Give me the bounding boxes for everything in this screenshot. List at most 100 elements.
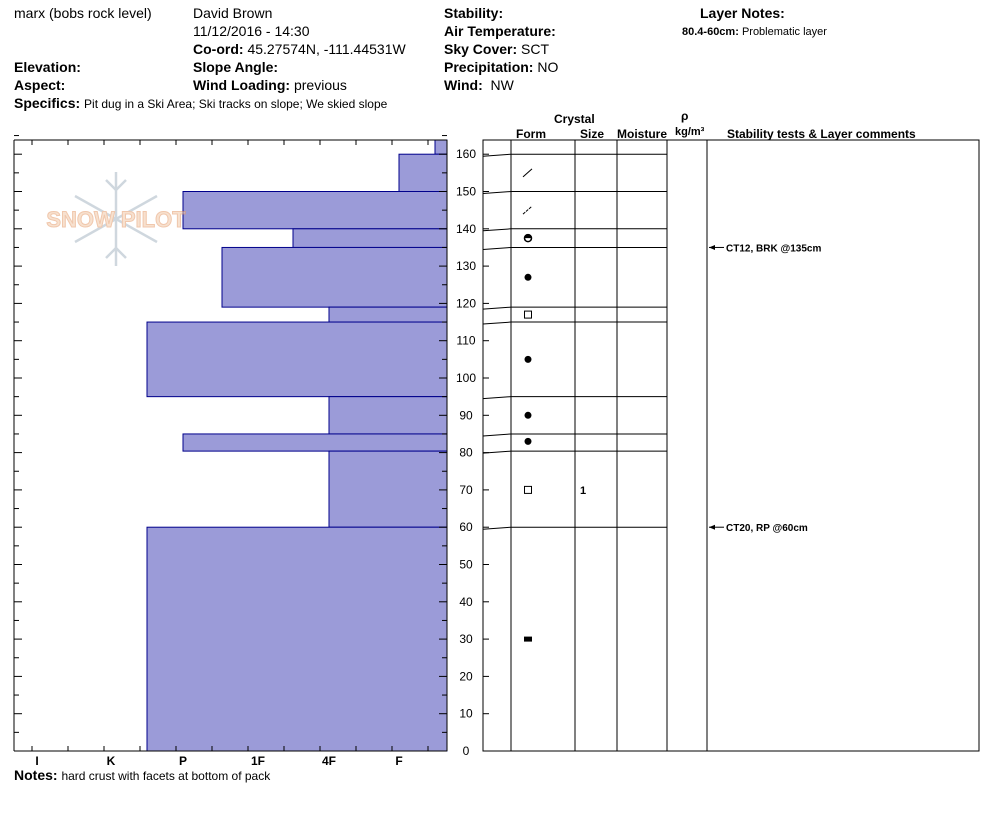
height-tick-label: 80 <box>459 446 473 460</box>
height-tick-label: 100 <box>456 371 476 385</box>
layer-notes-label: Layer Notes: <box>700 5 785 21</box>
hardness-bar <box>328 396 448 435</box>
height-tick-label: 40 <box>459 595 473 609</box>
observer-name: David Brown <box>193 5 273 21</box>
wind: Wind: NW <box>444 77 514 93</box>
coord-label: Co-ord: <box>193 41 244 57</box>
height-tick-label: 120 <box>456 296 476 310</box>
stability-test-label: CT12, BRK @135cm <box>726 243 821 254</box>
crystal-form-symbol <box>524 273 532 281</box>
layer-boundary-connector <box>482 396 512 400</box>
stability-label: Stability: <box>444 5 504 21</box>
hardness-bar <box>434 139 448 155</box>
layer-boundary-connector <box>482 153 512 157</box>
height-tick-label: 70 <box>459 483 473 497</box>
hardness-bar <box>221 246 448 308</box>
height-tick-label: 160 <box>456 147 476 161</box>
crystal-form-symbol <box>524 485 532 494</box>
precipitation-value: NO <box>537 59 559 75</box>
hardness-bar <box>328 450 448 528</box>
aspect-label: Aspect: <box>14 77 66 93</box>
specifics: Specifics: Pit dug in a Ski Area; Ski tr… <box>14 95 387 112</box>
notes: Notes: hard crust with facets at bottom … <box>14 767 270 784</box>
elevation-label: Elevation: <box>14 59 81 75</box>
snow-pilot-logo: SNOW PILOT <box>46 172 187 266</box>
sky-cover: Sky Cover: SCT <box>444 41 549 57</box>
height-tick-label: 10 <box>459 707 473 721</box>
hardness-bar <box>292 228 448 248</box>
slope-angle-label: Slope Angle: <box>193 59 279 75</box>
height-tick-label: 30 <box>459 632 473 646</box>
layer-boundary-connector <box>482 433 512 437</box>
coord-value: 45.27574N, -111.44531W <box>247 41 406 57</box>
layer-boundary-connector <box>482 246 512 250</box>
height-tick-label: 20 <box>459 669 473 683</box>
height-tick-label: 140 <box>456 222 476 236</box>
crystal-header: Crystal <box>554 112 595 126</box>
form-header: Form <box>516 127 546 141</box>
height-tick-label: 110 <box>456 334 475 348</box>
precipitation-label: Precipitation: <box>444 59 534 75</box>
layer-note-range: 80.4-60cm: <box>682 26 739 38</box>
wind-label: Wind: <box>444 77 483 93</box>
crystal-form-symbol <box>524 437 532 445</box>
hardness-tick-label: F <box>395 754 402 768</box>
layer-boundary-connector <box>482 526 512 530</box>
crystal-form-symbol <box>522 205 533 215</box>
height-tick-label: 0 <box>463 744 470 758</box>
height-tick-label: 130 <box>456 259 476 273</box>
precipitation: Precipitation: NO <box>444 59 558 75</box>
stability-test-arrowhead <box>709 244 715 250</box>
stability-test-label: CT20, RP @60cm <box>726 523 808 534</box>
hardness-tick-label: K <box>107 754 116 768</box>
notes-value: hard crust with facets at bottom of pack <box>61 769 271 783</box>
snowflake-icon <box>74 172 158 266</box>
specifics-value: Pit dug in a Ski Area; Ski tracks on slo… <box>84 97 388 111</box>
rho-header: ρ <box>681 109 689 123</box>
hardness-bar <box>146 526 448 752</box>
layer-boundary-connector <box>482 450 512 454</box>
crystal-form-symbol <box>522 168 533 178</box>
height-tick-label: 150 <box>456 185 476 199</box>
crystal-form-symbol <box>524 636 532 642</box>
coordinates: Co-ord: 45.27574N, -111.44531W <box>193 41 406 57</box>
height-tick-label: 60 <box>459 520 473 534</box>
sky-cover-value: SCT <box>521 41 550 57</box>
hardness-bar <box>182 433 448 452</box>
stability-tests-header: Stability tests & Layer comments <box>727 127 916 141</box>
layer-boundary-connector <box>482 306 512 310</box>
notes-label: Notes: <box>14 767 58 783</box>
hardness-bar <box>182 191 448 230</box>
layer-note: 80.4-60cm: Problematic layer <box>682 24 827 40</box>
logo-text: SNOW PILOT <box>46 207 186 232</box>
specifics-label: Specifics: <box>14 95 81 111</box>
wind-loading-value: previous <box>293 77 347 93</box>
hardness-bar <box>398 153 448 192</box>
wind-loading-label: Wind Loading: <box>193 77 291 93</box>
hardness-tick-label: I <box>35 754 38 768</box>
wind-loading: Wind Loading: previous <box>193 77 347 93</box>
stability-test-arrowhead <box>709 524 715 530</box>
layer-boundary-connector <box>482 228 512 232</box>
hardness-tick-label: P <box>179 754 187 768</box>
observation-datetime: 11/12/2016 - 14:30 <box>193 23 310 39</box>
location-name: marx (bobs rock level) <box>14 5 152 21</box>
hardness-tick-label: 4F <box>322 754 336 768</box>
moisture-header: Moisture <box>617 127 668 141</box>
layer-note-text: Problematic layer <box>741 26 827 38</box>
wind-value: NW <box>490 77 514 93</box>
sky-cover-label: Sky Cover: <box>444 41 518 57</box>
crystal-form-symbol <box>524 411 532 419</box>
hardness-bar <box>146 321 448 398</box>
height-tick-label: 90 <box>459 408 473 422</box>
size-header: Size <box>580 127 605 141</box>
air-temperature-label: Air Temperature: <box>444 23 556 39</box>
hardness-tick-label: 1F <box>251 754 265 768</box>
crystal-form-symbol <box>525 235 531 239</box>
crystal-size-value: 1 <box>580 485 586 497</box>
hardness-bar <box>328 306 448 323</box>
density-header: kg/m³ <box>675 126 705 138</box>
layer-boundary-connector <box>482 321 512 325</box>
height-tick-label: 50 <box>459 558 473 572</box>
crystal-form-symbol <box>524 310 532 319</box>
